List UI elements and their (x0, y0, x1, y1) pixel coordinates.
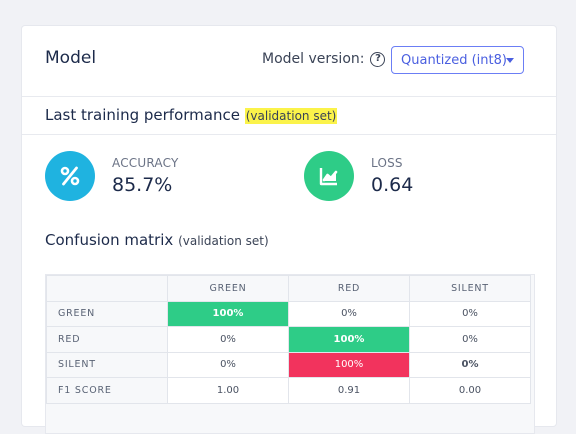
confusion-matrix: GREEN RED SILENT GREEN 100% 0% 0% RED 0%… (45, 274, 535, 434)
help-icon[interactable]: ? (370, 51, 386, 67)
table-row: RED 0% 100% 0% (46, 326, 531, 353)
table-row: F1 SCORE 1.00 0.91 0.00 (46, 377, 531, 404)
corner-cell (46, 275, 168, 302)
loss-metric: LOSS 0.64 (304, 151, 413, 201)
confusion-title-text: Confusion matrix (45, 231, 174, 249)
row-header: SILENT (46, 351, 168, 378)
f1-score-cell: 1.00 (167, 377, 289, 404)
loss-label: LOSS (371, 156, 403, 170)
card-header: Model Model version: ? Quantized (int8) (22, 26, 556, 96)
table-row: GREEN 100% 0% 0% (46, 300, 531, 327)
f1-score-cell: 0.00 (409, 377, 531, 404)
accuracy-metric: ACCURACY 85.7% (45, 151, 179, 201)
divider (22, 134, 556, 135)
model-version-label: Model version: ? (262, 51, 386, 67)
matrix-cell: 0% (167, 326, 289, 353)
row-header: GREEN (46, 300, 168, 327)
column-header: SILENT (409, 275, 531, 302)
chart-trend-icon (304, 151, 354, 201)
matrix-cell: 100% (288, 326, 410, 353)
matrix-cell: 0% (409, 351, 531, 378)
column-header: GREEN (167, 275, 289, 302)
accuracy-value: 85.7% (112, 174, 173, 196)
matrix-cell: 0% (409, 326, 531, 353)
table-row: SILENT 0% 100% 0% (46, 351, 531, 378)
table-header-row: GREEN RED SILENT (46, 275, 531, 302)
matrix-cell: 0% (167, 351, 289, 378)
row-header: RED (46, 326, 168, 353)
card-title: Model (45, 48, 97, 68)
column-header: RED (288, 275, 410, 302)
percent-icon (45, 151, 95, 201)
divider (22, 96, 556, 97)
model-version-text: Model version: (262, 51, 365, 67)
row-header: F1 SCORE (46, 377, 168, 404)
confusion-matrix-title: Confusion matrix (validation set) (45, 231, 269, 249)
performance-subtitle: (validation set) (244, 108, 338, 124)
matrix-cell: 0% (409, 300, 531, 327)
loss-value: 0.64 (371, 174, 414, 196)
model-card: Model Model version: ? Quantized (int8) … (22, 26, 556, 434)
model-version-value: Quantized (int8) (401, 52, 507, 68)
matrix-cell: 100% (167, 300, 289, 327)
confusion-matrix-table: GREEN RED SILENT GREEN 100% 0% 0% RED 0%… (46, 275, 531, 404)
matrix-cell: 100% (288, 351, 410, 378)
matrix-cell: 0% (288, 300, 410, 327)
model-version-select[interactable]: Quantized (int8) (391, 46, 524, 74)
accuracy-label: ACCURACY (112, 156, 179, 170)
performance-title-text: Last training performance (45, 106, 240, 124)
chevron-down-icon (506, 58, 514, 63)
f1-score-cell: 0.91 (288, 377, 410, 404)
confusion-subtitle: (validation set) (178, 234, 269, 248)
performance-title: Last training performance (validation se… (45, 106, 338, 124)
